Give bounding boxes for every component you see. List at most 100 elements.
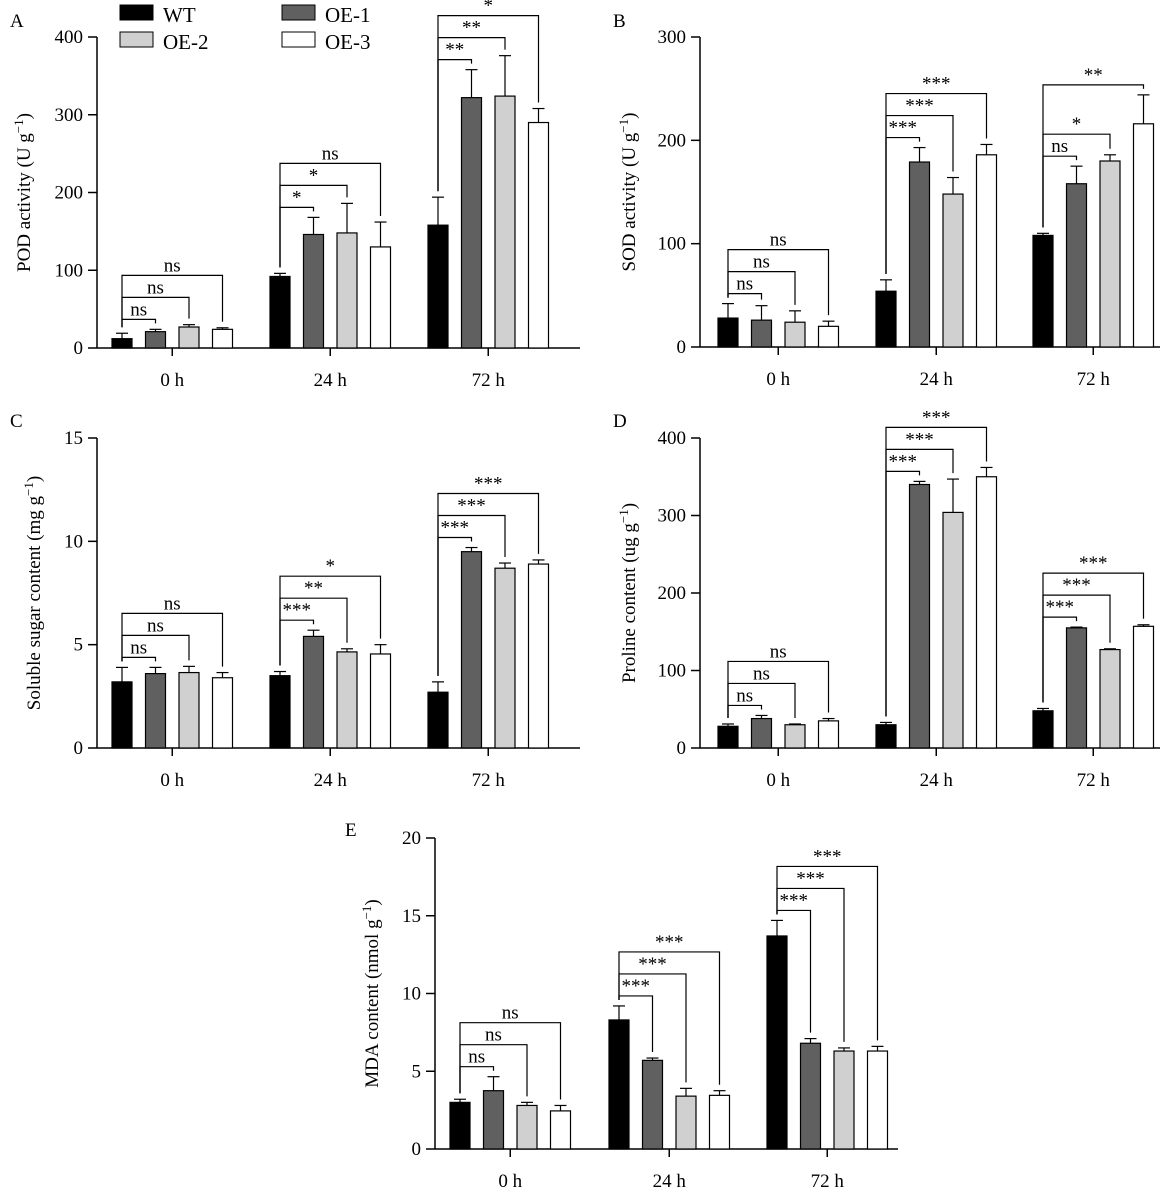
x-category-label: 24 h [653,1171,687,1192]
bar-wt [427,224,449,349]
bar-oe-2 [494,567,516,749]
bar-wt [427,691,449,749]
bar-oe-1 [302,635,325,749]
y-tick-label: 5 [74,635,84,656]
significance-bracket [727,249,830,316]
bar-oe-3 [1132,123,1155,348]
bar-oe-3 [975,476,998,749]
significance-label: ns [485,1025,502,1046]
significance-label: *** [905,429,934,450]
legend-swatch-oe1 [281,4,316,21]
y-tick-label: 10 [402,984,421,1005]
bar-oe-2 [336,232,358,349]
bar-oe-3 [817,720,840,749]
significance-bracket [885,92,988,274]
bar-oe-1 [908,161,931,348]
panel-letter: B [613,11,626,32]
significance-label: ** [1084,65,1103,86]
bar-oe-3 [866,1050,889,1150]
significance-label: ns [502,1003,519,1024]
bar-oe-3 [211,677,234,749]
bar-wt [1032,710,1054,749]
y-axis-title: MDA content (nmol g−1) [359,899,384,1088]
significance-label: *** [1079,553,1108,574]
significance-label: *** [813,846,842,867]
y-tick-label: 0 [677,738,687,759]
y-tick-label: 15 [402,906,421,927]
significance-label: ns [130,299,147,320]
significance-label: ** [462,18,481,39]
bar-oe-2 [1099,648,1121,749]
y-tick-label: 400 [658,428,687,449]
y-tick-label: 0 [74,738,84,759]
bar-oe-1 [144,331,167,349]
bar-oe-2 [178,326,200,349]
bar-oe-2 [178,671,200,749]
bar-wt [875,724,897,749]
x-category-label: 24 h [314,770,348,791]
panel-letter: D [613,411,627,432]
y-tick-label: 0 [412,1139,422,1160]
bar-oe-3 [369,246,392,349]
significance-bracket [459,1022,562,1100]
significance-bracket [776,865,879,1041]
significance-label: * [292,187,302,208]
significance-label: ns [468,1047,485,1068]
significance-label: ns [770,641,787,662]
significance-bracket [1042,572,1145,703]
significance-bracket [121,612,224,667]
x-category-label: 0 h [498,1171,522,1192]
bar-oe-2 [833,1050,855,1150]
bar-oe-3 [708,1094,731,1150]
significance-label: ns [322,143,339,164]
bar-wt [449,1101,471,1150]
significance-label: ns [130,637,147,658]
bar-oe-1 [1065,627,1088,749]
bar-oe-2 [494,95,516,349]
bar-oe-3 [975,154,998,348]
significance-label: * [1072,114,1082,135]
bar-oe-1 [144,672,167,749]
bar-wt [717,317,739,348]
x-category-label: 72 h [1077,369,1111,390]
bar-oe-1 [750,319,773,348]
bar-oe-2 [336,651,358,749]
significance-label: ns [753,252,770,273]
bar-oe-1 [460,551,483,749]
bar-wt [717,725,739,749]
bar-wt [766,935,788,1150]
significance-label: *** [655,932,684,953]
panel-c: C 0 5 10 15 Soluble sugar content (mg g−1) 0 h… [10,411,580,791]
bar-oe-1 [460,97,483,349]
bar-oe-2 [1099,160,1121,348]
y-tick-label: 400 [55,27,84,48]
y-tick-label: 200 [55,183,84,204]
y-tick-label: 100 [658,234,687,255]
significance-label: ** [304,578,323,599]
bar-oe-1 [641,1059,664,1150]
bar-wt [111,338,133,349]
significance-bracket [727,660,830,718]
x-category-label: 24 h [314,370,348,391]
significance-bracket [279,575,382,666]
significance-label: * [326,556,336,577]
significance-label: *** [922,74,951,95]
significance-label: *** [796,868,825,889]
bar-oe-1 [302,233,325,349]
legend-swatch-wt [119,4,154,21]
significance-bracket [279,162,382,268]
significance-bracket [727,704,763,718]
significance-label: *** [889,118,918,139]
significance-label: *** [780,890,809,911]
bar-wt [269,675,291,749]
x-category-label: 72 h [472,770,506,791]
bar-oe-2 [516,1104,538,1150]
bar-oe-3 [1132,625,1155,749]
bar-oe-2 [784,724,806,749]
y-tick-label: 15 [64,428,83,449]
significance-label: *** [638,954,667,975]
bar-wt [111,681,133,749]
bar-oe-2 [675,1095,697,1150]
